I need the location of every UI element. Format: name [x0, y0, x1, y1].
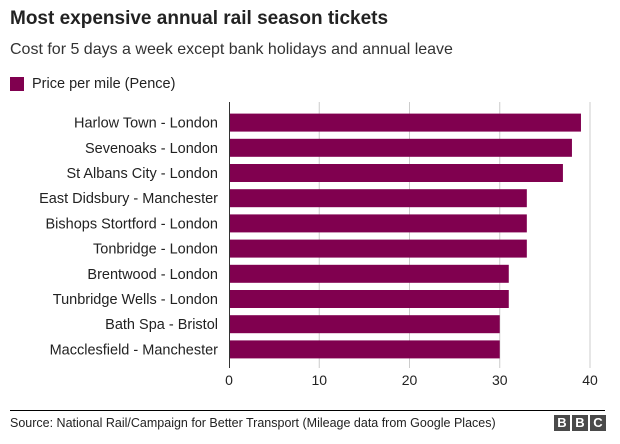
- bar: [229, 214, 527, 233]
- bar: [229, 189, 527, 208]
- bar: [229, 164, 563, 182]
- chart-subtitle: Cost for 5 days a week except bank holid…: [10, 41, 453, 58]
- bar: [229, 264, 509, 283]
- bar: [229, 340, 500, 359]
- x-tick-label: 20: [402, 372, 418, 388]
- category-label: East Didsbury - Manchester: [39, 191, 218, 207]
- legend-swatch: [10, 77, 24, 91]
- bar: [229, 290, 509, 308]
- bbc-logo: B B C: [554, 415, 606, 431]
- category-label: Harlow Town - London: [74, 116, 218, 132]
- source-note: Source: National Rail/Campaign for Bette…: [10, 416, 496, 430]
- x-tick-label: 0: [225, 372, 233, 388]
- x-tick-label: 10: [311, 372, 327, 388]
- legend: Price per mile (Pence): [10, 76, 175, 92]
- chart-title: Most expensive annual rail season ticket…: [10, 8, 389, 29]
- bar: [229, 315, 500, 334]
- x-tick-label: 40: [582, 372, 598, 388]
- category-label: Bishops Stortford - London: [46, 216, 219, 232]
- bbc-logo-letter: B: [572, 415, 588, 431]
- category-label: Brentwood - London: [87, 267, 218, 283]
- category-label: Tunbridge Wells - London: [53, 292, 218, 308]
- legend-label: Price per mile (Pence): [32, 76, 176, 92]
- category-label: Bath Spa - Bristol: [105, 317, 218, 333]
- footer-divider: [10, 410, 605, 411]
- bar: [229, 138, 572, 157]
- bbc-logo-letter: C: [590, 415, 606, 431]
- bar: [229, 113, 581, 132]
- bbc-logo-letter: B: [554, 415, 570, 431]
- category-label: Sevenoaks - London: [85, 141, 218, 157]
- category-label: St Albans City - London: [66, 166, 218, 182]
- x-tick-label: 30: [492, 372, 508, 388]
- category-label: Macclesfield - Manchester: [50, 342, 219, 358]
- category-label: Tonbridge - London: [93, 242, 218, 258]
- bar: [229, 239, 527, 258]
